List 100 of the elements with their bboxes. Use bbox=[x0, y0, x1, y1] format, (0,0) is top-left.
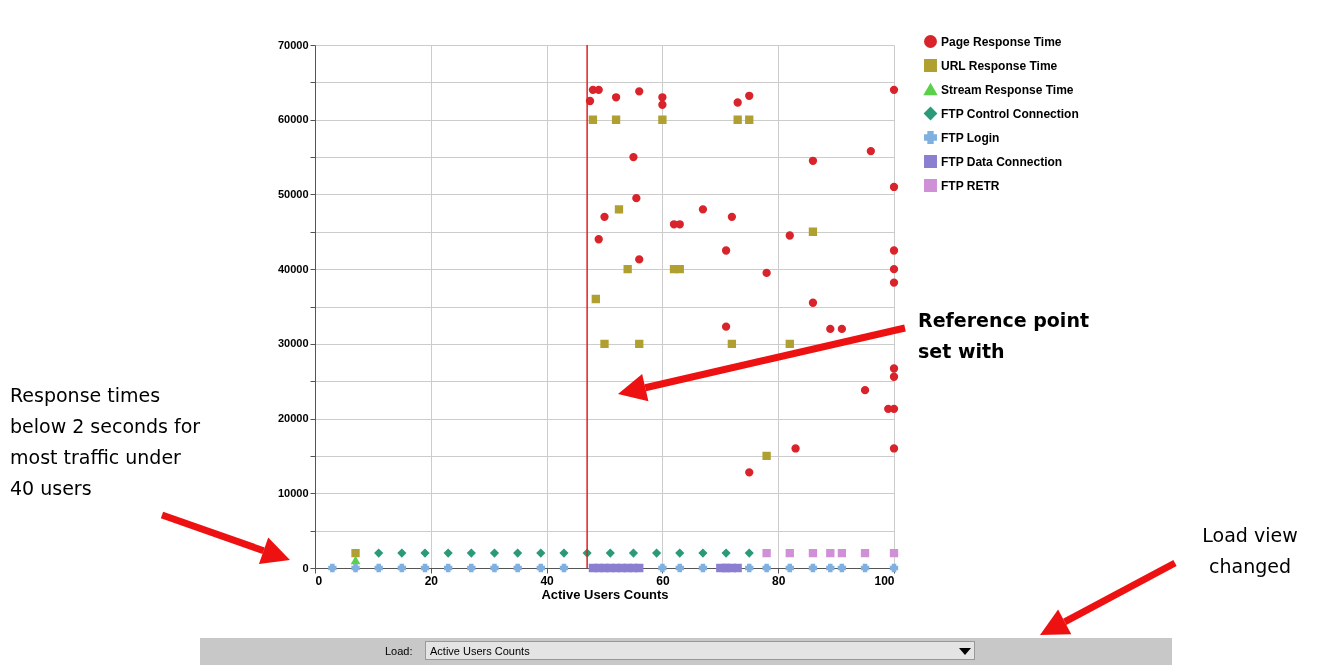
y-tick-label: 30000 bbox=[277, 337, 309, 350]
point bbox=[785, 231, 794, 240]
point bbox=[420, 563, 430, 573]
point bbox=[658, 100, 667, 109]
x-tick-label: 40 bbox=[540, 573, 555, 588]
point bbox=[611, 93, 621, 102]
point bbox=[420, 548, 430, 558]
point bbox=[698, 563, 708, 573]
point bbox=[733, 563, 742, 573]
point bbox=[675, 264, 684, 274]
text: Load: bbox=[385, 645, 413, 657]
point bbox=[762, 548, 771, 558]
point bbox=[594, 235, 603, 244]
point bbox=[614, 205, 624, 214]
point bbox=[328, 563, 337, 573]
text: Response times below 2 seconds for most traffic under 40 users bbox=[10, 383, 202, 501]
y-tick-label: 60000 bbox=[277, 113, 309, 126]
point bbox=[635, 87, 644, 96]
point bbox=[374, 548, 383, 558]
point bbox=[658, 93, 667, 102]
point bbox=[588, 115, 598, 124]
point bbox=[808, 156, 818, 165]
point bbox=[513, 548, 522, 558]
point bbox=[698, 205, 708, 214]
legend-label: FTP Login bbox=[941, 130, 1000, 145]
point bbox=[762, 563, 771, 573]
point bbox=[629, 152, 638, 162]
point bbox=[745, 115, 754, 124]
point bbox=[837, 563, 847, 573]
point bbox=[733, 98, 742, 107]
point bbox=[467, 563, 476, 573]
point bbox=[606, 548, 615, 558]
y-tick-label: 0 bbox=[302, 561, 309, 574]
point bbox=[889, 182, 899, 192]
point bbox=[785, 563, 794, 573]
point bbox=[536, 563, 545, 573]
legend-label: FTP Data Connection bbox=[941, 154, 1063, 169]
x-tick-label: 60 bbox=[656, 573, 670, 588]
point bbox=[785, 548, 794, 558]
point bbox=[467, 548, 476, 558]
x-tick-label: 100 bbox=[874, 573, 895, 588]
point bbox=[727, 339, 737, 349]
point bbox=[808, 548, 818, 558]
point bbox=[762, 268, 771, 278]
y-tick-label: 50000 bbox=[277, 187, 309, 200]
point bbox=[745, 548, 754, 558]
point bbox=[889, 246, 899, 255]
text: Reference point set with bbox=[918, 308, 1090, 364]
point bbox=[889, 548, 899, 558]
point bbox=[826, 548, 835, 558]
point bbox=[791, 444, 800, 453]
point bbox=[658, 115, 667, 124]
x-tick-label: 80 bbox=[772, 573, 786, 588]
legend-label: Stream Response Time bbox=[941, 82, 1074, 97]
point bbox=[490, 563, 499, 573]
point bbox=[635, 255, 644, 264]
point bbox=[675, 548, 684, 558]
point bbox=[860, 548, 870, 558]
legend-label: Page Response Time bbox=[941, 34, 1062, 49]
point bbox=[397, 548, 407, 558]
point bbox=[635, 339, 644, 349]
x-axis-title: Active Users Counts bbox=[541, 586, 669, 602]
point bbox=[536, 548, 545, 558]
point bbox=[632, 194, 641, 203]
x-tick-label: 20 bbox=[424, 573, 439, 588]
legend-label: FTP RETR bbox=[941, 178, 1000, 193]
point bbox=[444, 548, 453, 558]
point bbox=[635, 563, 644, 573]
point bbox=[351, 563, 360, 573]
point bbox=[600, 212, 609, 221]
point bbox=[837, 324, 847, 334]
point bbox=[745, 563, 754, 573]
point bbox=[889, 364, 899, 373]
x-tick-label: 0 bbox=[315, 573, 323, 588]
point bbox=[721, 322, 731, 331]
point bbox=[490, 548, 499, 558]
point bbox=[727, 212, 737, 221]
y-tick-label: 10000 bbox=[277, 486, 309, 499]
point bbox=[444, 563, 453, 573]
point bbox=[889, 444, 899, 453]
point bbox=[351, 556, 360, 565]
point bbox=[808, 298, 818, 307]
legend-label: URL Response Time bbox=[941, 58, 1058, 73]
point bbox=[733, 115, 742, 124]
point bbox=[785, 339, 794, 349]
point bbox=[611, 115, 621, 124]
point bbox=[675, 563, 684, 573]
y-tick-label: 40000 bbox=[277, 262, 309, 275]
point bbox=[808, 227, 818, 236]
point bbox=[745, 468, 754, 477]
point bbox=[594, 85, 603, 94]
point bbox=[397, 563, 407, 573]
point bbox=[623, 264, 632, 274]
point bbox=[351, 548, 360, 558]
point bbox=[860, 386, 870, 395]
point bbox=[889, 278, 899, 287]
legend-label: FTP Control Connection bbox=[941, 106, 1079, 121]
point bbox=[762, 451, 771, 461]
point bbox=[591, 294, 600, 304]
point bbox=[652, 548, 661, 558]
